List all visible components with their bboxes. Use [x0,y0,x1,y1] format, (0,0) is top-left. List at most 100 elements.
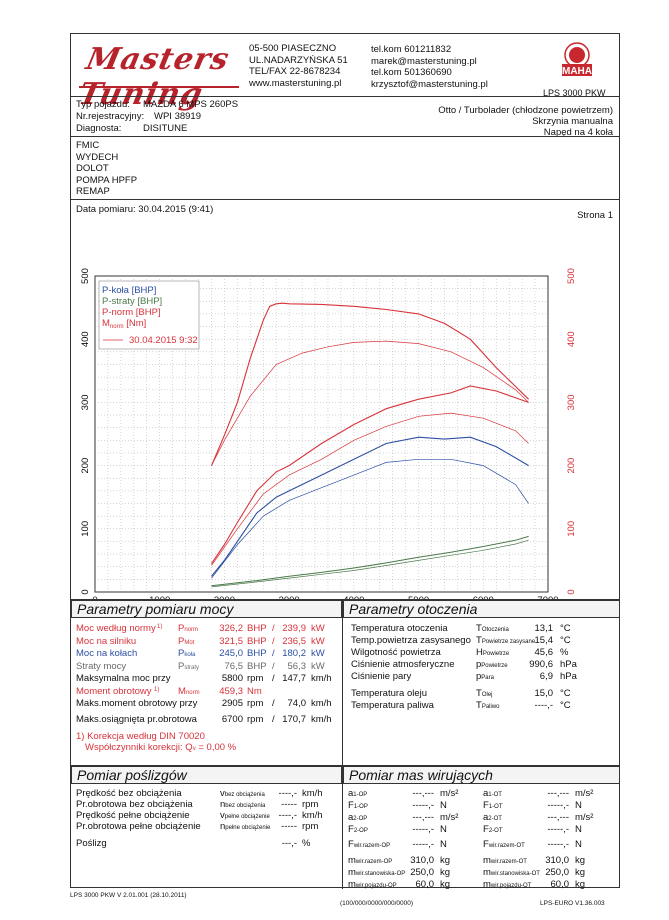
symbol-subscript: Powietrze [481,663,508,669]
ambient-params-title: Parametry otoczenia [349,601,478,617]
rotating-mass-header: Pomiar mas wirujących [343,766,620,784]
symbol-letter: v [220,788,225,799]
symbol-subscript: Otoczenia [481,627,509,633]
correction-factor: Współczynniki korekcji: Qv = 0,00 % [85,742,236,753]
slip-label: Poślizg [76,838,107,849]
series-line [211,412,529,566]
ambient-unit: hPa [560,671,577,682]
symbol: a2-OP [348,812,367,823]
din-correction-note: 1) Korekcja według DIN 70020 [76,731,205,742]
x-tick-label: 1000 [149,595,170,602]
y-tick-label-right: 500 [566,268,577,284]
registration-label: Nr.rejestracyjny: [76,111,145,122]
slip-label: Prędkość pełne obciążenie [76,810,190,821]
mass-value: 310,0 [410,855,434,866]
series-line [211,385,529,564]
divider [71,765,619,766]
mass-value: -----,- [547,800,569,811]
address-line: TEL/FAX 22-8678234 [249,66,341,77]
y-tick-label-right: 300 [566,394,577,410]
param-value: 321,5 [219,635,243,647]
symbol-subscript: 1-OT [488,792,502,798]
ambient-value: 13,1 [534,623,554,634]
param-value: 147,7 [282,673,306,684]
ambient-unit: °C [560,623,571,634]
symbol-letter: T [476,635,482,646]
symbol-letter: T [476,688,482,699]
symbol: npełne obciążenie [220,821,270,832]
measurement-date: Data pomiaru: 30.04.2015 (9:41) [76,204,214,215]
symbol-letter: n [220,821,226,832]
mass-unit: N [440,824,447,835]
ambient-label: Temperatura otoczenia [351,623,448,634]
symbol-letter: a [483,812,489,823]
mass-value: -----,- [412,824,434,835]
symbol: TPowietrze zasysane [476,635,535,646]
param-label: Maksymalna moc przy [76,673,171,684]
ambient-value: 45,6 [534,647,554,658]
symbol: a1-OP [348,788,367,799]
series-line [211,458,529,579]
symbol-letter: m [483,879,491,890]
symbol: Pstraty [178,661,199,672]
symbol-subscript: 1-OP [353,792,368,798]
slip-label: Pr.obrotowa pełne obciążenie [76,821,201,832]
symbol-letter: P [178,660,185,672]
legend-entry-p-kola: P-koła [BHP] [102,285,156,296]
mass-value: 250,0 [410,867,434,878]
vehicle-type-value: MAZDA 6 MPS 260PS [143,99,239,110]
series-line [211,539,529,588]
torque-value: 459,3 [219,686,243,697]
slip-unit: rpm [302,821,319,832]
symbol: TOlej [476,688,492,699]
symbol-subscript: Powietrze zasysane [481,639,536,645]
divider [71,599,619,600]
ambient-unit: % [560,647,569,658]
symbol-subscript: wir.pojazdu-OP [355,883,397,889]
ambient-value: ----,- [534,700,553,711]
param-unit: kW [311,635,325,647]
company-address: 05-500 PIASECZNO UL.NADARZYŃSKA 51 TEL/F… [249,43,348,89]
ambient-unit: °C [560,635,571,646]
symbol-letter: a [348,788,354,799]
param-unit: rpm [247,714,264,725]
param-unit: BHP [247,660,267,672]
symbol: F1-OP [348,800,368,811]
symbol-letter: F [348,800,354,811]
symbol: Fwir.razem-OT [483,839,525,850]
param-unit: km/h [311,698,332,709]
ambient-label: Ciśnienie pary [351,671,412,682]
param-unit: kW [311,660,325,672]
param-value: 5800 [221,673,243,684]
symbol-subscript: wir.razem-OT [488,843,525,849]
symbol-subscript: Para [481,675,494,681]
x-tick-label: 0 [92,595,97,602]
symbol: mwir.stanowiska-OT [483,867,540,878]
symbol: TOtoczenia [476,623,509,634]
symbol: mwir.pojazdu-OP [348,879,397,890]
x-tick-label: 4000 [343,595,364,602]
symbol-subscript: Powietrze [482,651,510,657]
slip-value: ---,- [281,838,297,849]
slip-value: ----- [281,821,297,832]
ambient-label: Temp.powietrza zasysanego [351,635,471,646]
y-tick-label-left: 400 [80,331,91,347]
mass-value: ---,--- [412,788,434,799]
mass-unit: N [575,824,582,835]
legend-entry-m-norm: Mnorm [Nm] [102,318,146,330]
symbol-letter: T [476,623,482,634]
slip-unit: rpm [302,799,319,810]
logo-underline [79,40,239,88]
param-label: Maks.moment obrotowy przy [76,698,198,709]
dyno-chart: 0 1000 2000 3000 4000 5000 6000 700001002003004… [80,268,577,602]
modification-item: REMAP [76,186,110,197]
legend-m-unit: [Nm] [124,318,147,329]
mass-unit: N [440,839,447,850]
param-unit: km/h [311,714,332,725]
symbol-subscript: Mot [184,639,195,646]
slip-header: Pomiar poślizgów [71,766,342,784]
symbol: mwir.razem-OT [483,855,527,866]
ambient-unit: °C [560,688,571,699]
correction-factor-label: Współczynniki korekcji: Q [85,742,193,753]
param-unit: BHP [247,635,267,647]
